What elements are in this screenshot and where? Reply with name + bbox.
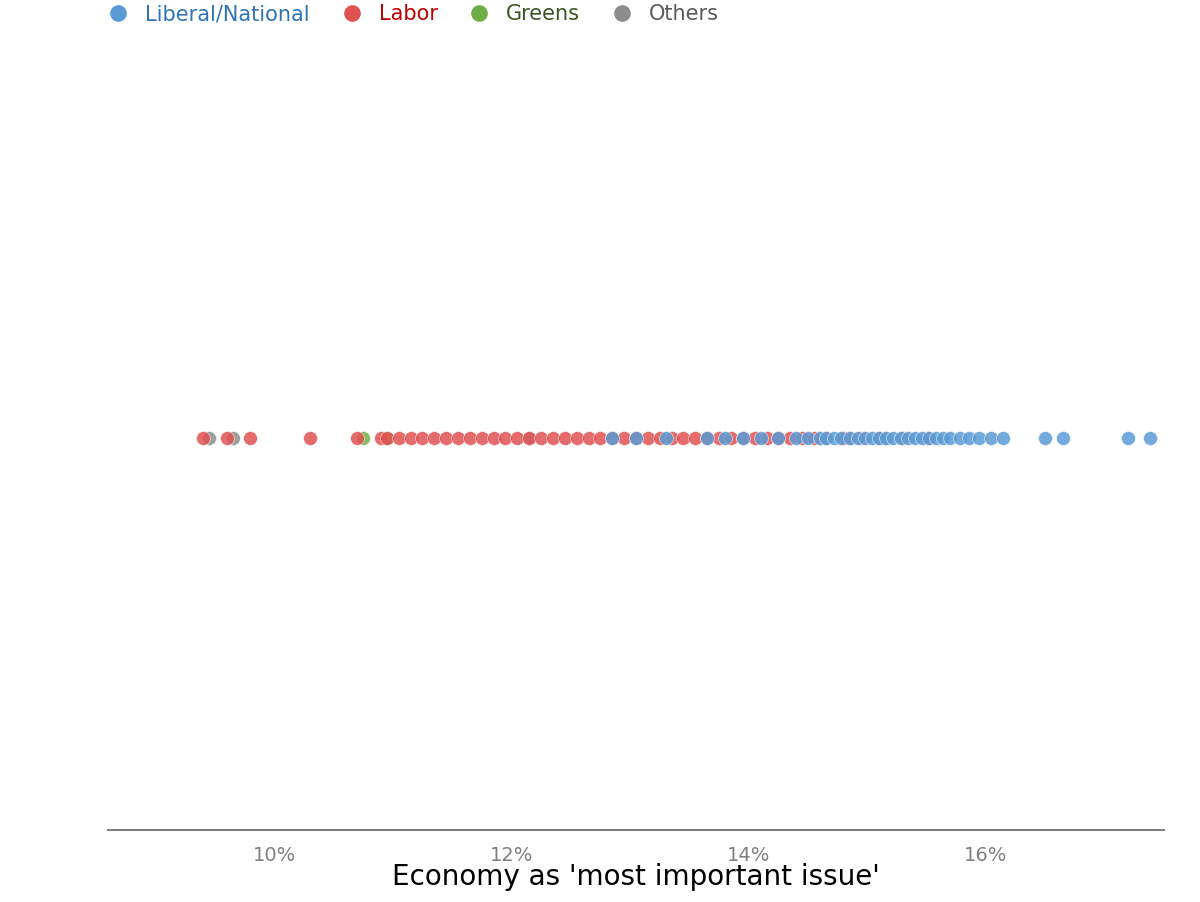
Point (919, 430, 938, 445)
Point (371, 430, 390, 445)
Point (461, 430, 480, 445)
Point (685, 430, 704, 445)
Point (697, 430, 716, 445)
Point (941, 430, 960, 445)
Point (413, 430, 432, 445)
Legend: Liberal/National, Labor, Greens, Others: Liberal/National, Labor, Greens, Others (97, 5, 719, 24)
Point (792, 430, 811, 445)
Point (389, 430, 408, 445)
Point (300, 430, 319, 445)
Point (926, 430, 946, 445)
Point (520, 430, 539, 445)
Point (354, 430, 373, 445)
Point (638, 430, 658, 445)
Point (1184, 430, 1200, 445)
Point (852, 430, 871, 445)
Point (994, 430, 1013, 445)
Point (223, 430, 242, 445)
Point (568, 430, 587, 445)
Point (496, 430, 515, 445)
Point (199, 430, 218, 445)
Point (662, 430, 682, 445)
Point (781, 430, 800, 445)
Point (757, 430, 776, 445)
Point (856, 430, 875, 445)
Point (556, 430, 575, 445)
Point (960, 430, 979, 445)
Point (697, 430, 716, 445)
Point (877, 430, 896, 445)
Point (810, 430, 829, 445)
Point (602, 430, 622, 445)
Point (614, 430, 634, 445)
Point (520, 430, 539, 445)
Point (798, 430, 817, 445)
Point (377, 430, 396, 445)
Point (816, 430, 835, 445)
Point (472, 430, 491, 445)
Point (484, 430, 503, 445)
Point (893, 430, 912, 445)
Point (870, 430, 889, 445)
Point (769, 430, 788, 445)
Point (876, 430, 895, 445)
Point (870, 430, 889, 445)
Point (1036, 430, 1055, 445)
Point (193, 430, 212, 445)
Point (626, 430, 646, 445)
Point (824, 430, 844, 445)
Point (898, 430, 917, 445)
Point (348, 430, 367, 445)
Point (751, 430, 770, 445)
Point (840, 430, 859, 445)
Point (1140, 430, 1159, 445)
Point (650, 430, 670, 445)
Point (733, 430, 752, 445)
Point (934, 430, 953, 445)
Point (602, 430, 622, 445)
Point (709, 430, 728, 445)
Point (437, 430, 456, 445)
Point (1054, 430, 1073, 445)
Point (674, 430, 694, 445)
Point (848, 430, 868, 445)
Point (241, 430, 260, 445)
Point (590, 430, 610, 445)
Point (786, 430, 805, 445)
Point (656, 430, 676, 445)
Point (816, 430, 835, 445)
Point (982, 430, 1001, 445)
Point (217, 430, 236, 445)
Point (884, 430, 904, 445)
Point (832, 430, 851, 445)
Point (721, 430, 740, 445)
Point (745, 430, 764, 445)
Point (449, 430, 468, 445)
Point (840, 430, 859, 445)
Point (950, 430, 970, 445)
Point (1118, 430, 1138, 445)
Text: Economy as 'most important issue': Economy as 'most important issue' (392, 863, 880, 891)
Point (912, 430, 931, 445)
Point (626, 430, 646, 445)
Point (578, 430, 598, 445)
Point (425, 430, 444, 445)
Point (715, 430, 734, 445)
Point (401, 430, 420, 445)
Point (810, 430, 829, 445)
Point (769, 430, 788, 445)
Point (377, 430, 396, 445)
Point (1166, 430, 1186, 445)
Point (508, 430, 527, 445)
Point (917, 430, 936, 445)
Point (905, 430, 924, 445)
Point (532, 430, 551, 445)
Point (804, 430, 823, 445)
Point (544, 430, 563, 445)
Point (970, 430, 989, 445)
Point (863, 430, 882, 445)
Point (890, 430, 910, 445)
Point (834, 430, 853, 445)
Point (733, 430, 752, 445)
